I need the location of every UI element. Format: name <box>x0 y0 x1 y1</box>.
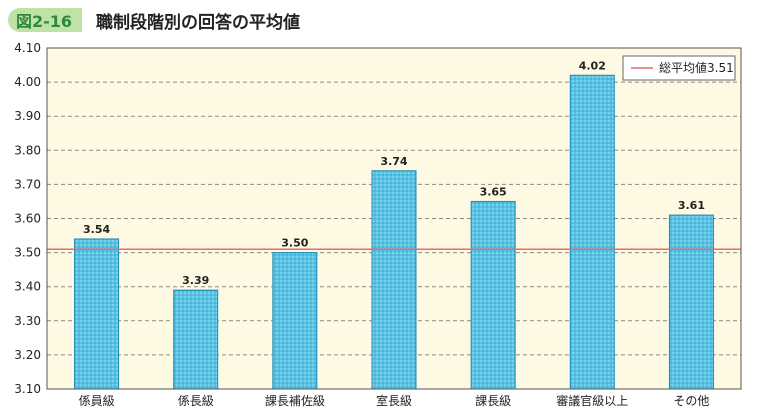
figure-label: 図2-16 <box>8 8 83 32</box>
bar-value-label: 3.74 <box>380 155 407 168</box>
bar-value-label: 3.65 <box>480 185 507 198</box>
y-tick-label: 3.30 <box>14 314 41 328</box>
y-tick-label: 3.40 <box>14 280 41 294</box>
bar-value-label: 3.39 <box>182 274 209 287</box>
bar-value-label: 3.54 <box>83 223 110 236</box>
legend-label: 総平均値3.51 <box>659 60 734 75</box>
y-tick-label: 4.10 <box>14 41 41 55</box>
y-tick-label: 3.80 <box>14 143 41 157</box>
x-tick-label: 課長補佐級 <box>265 393 325 408</box>
y-tick-label: 3.10 <box>14 382 41 396</box>
bar <box>569 74 615 390</box>
x-tick-label: 係長級 <box>178 394 214 408</box>
y-tick-label: 3.50 <box>14 246 41 260</box>
x-tick-label: その他 <box>673 394 709 408</box>
x-tick-label: 審議官級以上 <box>556 393 628 408</box>
y-tick-label: 4.00 <box>14 75 41 89</box>
bar <box>668 214 714 390</box>
bar-value-label: 4.02 <box>579 59 606 72</box>
x-tick-label: 課長級 <box>475 393 511 408</box>
x-tick-label: 室長級 <box>376 393 412 408</box>
bar-value-label: 3.50 <box>281 237 308 250</box>
bar <box>371 170 417 390</box>
y-tick-label: 3.90 <box>14 109 41 123</box>
y-tick-label: 3.60 <box>14 212 41 226</box>
figure-header: 図2-16 職制段階別の回答の平均値 <box>8 7 300 33</box>
bar <box>272 252 318 390</box>
x-tick-label: 係員級 <box>79 394 115 408</box>
figure-title: 職制段階別の回答の平均値 <box>96 12 301 33</box>
plot-frame <box>46 47 742 390</box>
bar <box>173 289 219 390</box>
bar <box>74 238 120 390</box>
y-tick-label: 3.70 <box>14 177 41 191</box>
bar-value-label: 3.61 <box>678 199 705 212</box>
y-tick-label: 3.20 <box>14 348 41 362</box>
bar <box>470 200 516 390</box>
